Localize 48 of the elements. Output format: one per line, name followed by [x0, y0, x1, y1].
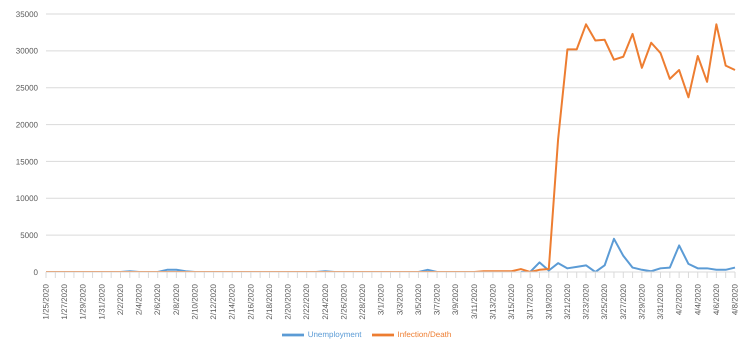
y-tick-label: 0	[34, 268, 39, 277]
x-tick-label: 2/24/2020	[320, 283, 330, 320]
y-tick-label: 35000	[16, 10, 39, 19]
x-tick-label: 1/25/2020	[42, 283, 50, 320]
x-tick-label: 2/4/2020	[134, 283, 144, 316]
x-tick-label: 3/15/2020	[507, 283, 516, 320]
x-tick-label: 4/4/2020	[693, 283, 702, 316]
x-tick-label: 3/17/2020	[526, 283, 535, 320]
x-tick-label: 3/21/2020	[562, 283, 572, 320]
y-tick-label: 15000	[16, 157, 39, 166]
x-tick-label: 3/29/2020	[637, 283, 646, 320]
x-tick-label: 2/18/2020	[264, 283, 274, 320]
x-tick-label: 2/10/2020	[190, 283, 200, 320]
y-tick-label: 10000	[16, 194, 39, 204]
x-tick-label: 4/6/2020	[712, 283, 721, 316]
x-tick-label: 3/27/2020	[618, 283, 628, 320]
x-tick-label: 1/31/2020	[97, 283, 106, 320]
x-tick-label: 3/1/2020	[376, 283, 386, 316]
x-tick-label: 2/14/2020	[228, 283, 237, 320]
x-tick-label: 3/9/2020	[451, 283, 460, 316]
x-tick-label: 3/25/2020	[600, 283, 610, 320]
x-tick-label: 3/13/2020	[488, 283, 498, 320]
y-tick-label: 5000	[20, 230, 39, 240]
legend-label: Unemployment	[308, 330, 362, 340]
x-tick-label: 3/5/2020	[414, 283, 423, 316]
x-tick-label: 2/8/2020	[172, 283, 181, 316]
y-tick-label: 30000	[16, 46, 39, 56]
x-tick-label: 2/6/2020	[153, 283, 162, 316]
x-tick-label: 3/11/2020	[470, 283, 479, 319]
x-tick-label: 2/20/2020	[284, 283, 293, 320]
y-tick-label: 20000	[16, 120, 39, 130]
x-tick-label: 1/29/2020	[78, 283, 88, 320]
x-tick-label: 2/2/2020	[116, 283, 125, 316]
x-tick-label: 3/31/2020	[656, 283, 666, 320]
x-tick-label: 4/8/2020	[730, 283, 740, 316]
x-tick-label: 2/28/2020	[358, 283, 368, 320]
x-tick-label: 2/22/2020	[302, 283, 312, 320]
legend-label: Infection/Death	[398, 330, 452, 340]
x-tick-label: 3/23/2020	[582, 283, 591, 320]
y-tick-label: 25000	[16, 84, 39, 93]
x-tick-label: 3/7/2020	[432, 283, 442, 316]
x-tick-label: 2/12/2020	[209, 283, 218, 320]
x-tick-label: 3/19/2020	[544, 283, 554, 320]
x-tick-label: 2/26/2020	[339, 283, 348, 320]
x-tick-label: 2/16/2020	[246, 283, 256, 320]
x-tick-label: 1/27/2020	[60, 283, 70, 320]
x-tick-label: 3/3/2020	[395, 283, 404, 316]
x-tick-label: 4/2/2020	[674, 283, 684, 316]
